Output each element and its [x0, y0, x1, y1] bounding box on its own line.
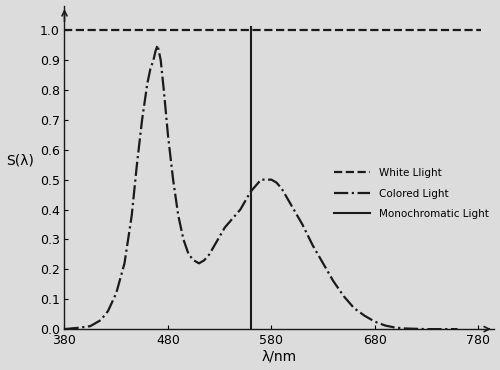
Legend: White Llight, Colored Light, Monochromatic Light: White Llight, Colored Light, Monochromat…: [330, 164, 493, 223]
Y-axis label: S(λ): S(λ): [6, 154, 34, 168]
X-axis label: λ/nm: λ/nm: [262, 350, 296, 364]
